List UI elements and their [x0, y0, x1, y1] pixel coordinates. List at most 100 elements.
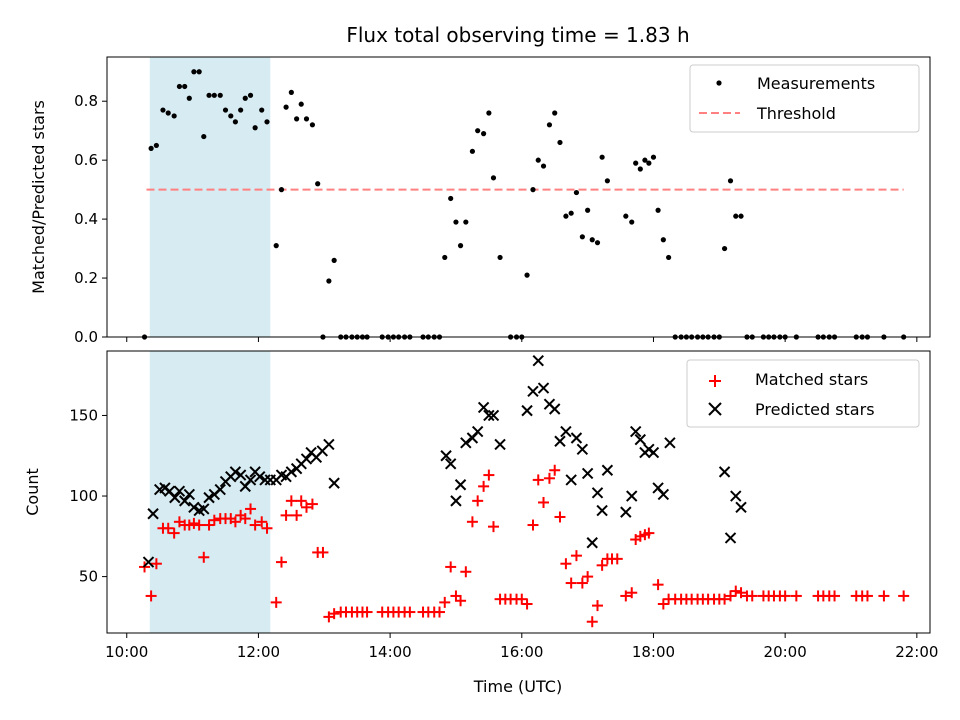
measurement-point [222, 107, 229, 113]
bottom-y-axis-label: Count [23, 468, 42, 516]
legend-threshold-label: Threshold [756, 104, 836, 123]
measurement-point [160, 107, 166, 113]
matched-star-point [472, 495, 484, 507]
measurement-point [217, 92, 223, 98]
measurement-point [738, 213, 744, 219]
matched-star-point [570, 550, 582, 562]
measurement-point [206, 92, 212, 98]
predicted-star-point [142, 556, 155, 568]
matched-star-point [626, 587, 638, 599]
matched-star-point [455, 595, 467, 607]
predicted-star-point [178, 495, 191, 507]
top-plot-frame [106, 56, 931, 338]
bottom-plot-frame [106, 350, 931, 634]
matched-star-point [657, 598, 669, 610]
predicted-star-point [203, 491, 215, 504]
measurement-point [573, 189, 580, 196]
matched-star-point [295, 495, 307, 507]
predicted-star-point [664, 437, 676, 449]
top-y-tick-label: 0.4 [74, 210, 98, 228]
predicted-star-point [454, 479, 467, 491]
matched-star-point [790, 590, 802, 602]
matched-star-point [596, 559, 608, 571]
measurement-point [637, 166, 643, 172]
x-tick-label: 10:00 [105, 643, 148, 661]
measurement-point [486, 110, 492, 116]
matched-star-point [317, 546, 329, 558]
measurement-point [604, 178, 610, 184]
matched-star-point [256, 516, 268, 528]
matched-star-point [829, 590, 841, 602]
matched-star-point [527, 519, 539, 531]
predicted-star-point [460, 437, 472, 449]
measurement-point [165, 110, 171, 116]
predicted-star-point [730, 490, 742, 502]
predicted-star-point [626, 490, 638, 502]
measurement-point [594, 240, 601, 246]
measurement-point [568, 210, 574, 216]
matched-star-point [735, 587, 747, 599]
predicted-star-point [570, 432, 583, 444]
predicted-star-point [591, 487, 604, 499]
predicted-star-point [549, 403, 561, 415]
measurement-point [303, 116, 310, 122]
measurement-point [557, 139, 563, 146]
predicted-star-point [477, 401, 490, 414]
bottom-y-tick-label: 50 [79, 568, 98, 586]
measurement-point [182, 83, 188, 90]
matched-star-point [466, 516, 478, 528]
bottom-x-ticks: 10:00 12:00 14:00 16:00 18:00 20:00 22:00 [105, 633, 938, 661]
matched-star-point [208, 514, 220, 526]
predicted-star-point [735, 501, 747, 514]
predicted-star-point [450, 495, 462, 507]
legend-matched-label: Matched stars [755, 370, 868, 389]
predicted-star-point [629, 425, 642, 438]
predicted-star-point [527, 385, 539, 397]
matched-star-point [565, 577, 577, 589]
measurement-point [298, 101, 304, 107]
measurement-point [535, 157, 541, 163]
matched-star-point [779, 590, 791, 602]
measurement-point [655, 207, 661, 213]
matched-star-point [730, 585, 742, 597]
matched-star-point [193, 519, 205, 531]
measurement-point [721, 245, 728, 252]
top-y-tick-label: 0.2 [74, 269, 98, 287]
predicted-star-point [554, 435, 566, 447]
matched-star-point [586, 616, 598, 628]
measurement-point [309, 122, 316, 128]
predicted-star-point [444, 458, 457, 470]
x-tick-label: 12:00 [237, 643, 280, 661]
measurement-point [490, 175, 497, 181]
measurement-point [497, 254, 503, 261]
measurement-point [294, 116, 300, 122]
measurement-point [733, 213, 739, 219]
x-tick-label: 20:00 [764, 643, 807, 661]
matched-star-point [291, 509, 303, 521]
matched-star-point [229, 516, 241, 528]
predicted-star-point [487, 409, 500, 422]
top-y-ticks: 0.0 0.2 0.4 0.6 0.8 [74, 92, 107, 346]
predicted-star-point [521, 404, 533, 417]
matched-star-point [478, 480, 490, 492]
matched-star-point [576, 577, 588, 589]
matched-star-point [620, 590, 632, 602]
matched-star-point [188, 517, 200, 529]
matched-star-point [445, 561, 457, 573]
bottom-panel: 10:00 12:00 14:00 16:00 18:00 20:00 22:00 50 10… [23, 350, 938, 696]
measurement-point [232, 119, 238, 125]
measurement-point [148, 145, 154, 151]
matched-star-point [483, 469, 495, 481]
measurement-point [469, 148, 476, 154]
matched-star-point [280, 509, 292, 521]
matched-star-point [162, 522, 174, 534]
predicted-star-point [214, 483, 226, 496]
predicted-star-point [718, 466, 731, 478]
matched-star-point [521, 598, 533, 610]
predicted-star-point [254, 470, 266, 483]
matched-star-point [328, 608, 340, 620]
measurement-point [666, 254, 672, 261]
measurement-point [629, 219, 635, 225]
measurement-point [650, 154, 657, 160]
measurement-point [442, 254, 448, 261]
